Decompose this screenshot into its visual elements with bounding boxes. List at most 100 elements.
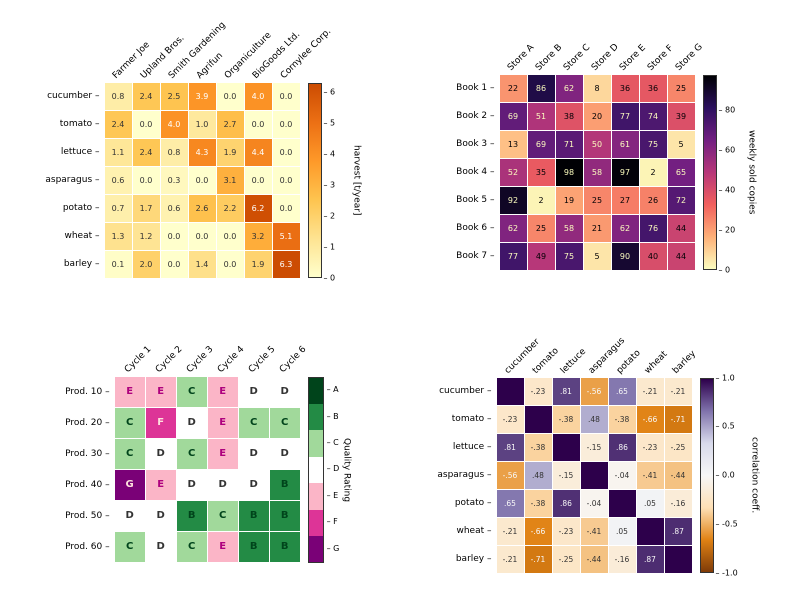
- y-axis-label: Book 1 –: [439, 75, 499, 102]
- colorbar: [700, 378, 714, 573]
- heatmap-cell: 26: [640, 187, 667, 214]
- heatmap-cell: .65: [497, 490, 524, 517]
- heatmap-cell: E: [146, 377, 176, 407]
- heatmap-cell: 0.0: [273, 83, 300, 110]
- heatmap-cell: 4.0: [161, 111, 188, 138]
- heatmap-cell: .86: [609, 434, 636, 461]
- colorbar-label: correlation coeff.: [750, 437, 760, 513]
- heatmap-cell: 0.0: [189, 167, 216, 194]
- y-axis-label: Prod. 40 –: [54, 470, 114, 500]
- heatmap-cell: 74: [640, 103, 667, 130]
- heatmap-cell: 13: [500, 131, 527, 158]
- heatmap-cell: 75: [640, 131, 667, 158]
- colorbar: [308, 83, 322, 278]
- heatmap-cell: 39: [668, 103, 695, 130]
- y-axis-label: Book 2 –: [439, 103, 499, 130]
- heatmap-cell: -.23: [497, 406, 524, 433]
- x-axis-label: Store G: [674, 42, 705, 73]
- heatmap-cell: 8: [584, 75, 611, 102]
- heatmap-cell: 0.0: [133, 111, 160, 138]
- heatmap-cell: 2.7: [217, 111, 244, 138]
- heatmap-cell: D: [239, 377, 269, 407]
- heatmap-cell: -.21: [637, 378, 664, 405]
- y-axis-label: Book 3 –: [439, 131, 499, 158]
- heatmap-cell: [553, 434, 580, 461]
- heatmap-cell: -.16: [609, 546, 636, 573]
- panel-correlation-heatmap: cucumbertomatolettuceasparaguspotatowhea…: [405, 310, 790, 590]
- heatmap-cell: 69: [528, 131, 555, 158]
- heatmap-cell: D: [270, 377, 300, 407]
- heatmap-cell: D: [115, 501, 145, 531]
- y-axis-label: barley –: [44, 251, 104, 278]
- heatmap-cell: -.71: [525, 546, 552, 573]
- heatmap-cell: B: [239, 501, 269, 531]
- heatmap-cell: 58: [556, 215, 583, 242]
- heatmap-cell: D: [208, 470, 238, 500]
- heatmap-cell: 1.4: [189, 251, 216, 278]
- y-axis-label: tomato –: [436, 406, 496, 433]
- heatmap-cell: 44: [668, 215, 695, 242]
- heatmap-cell: 0.0: [217, 83, 244, 110]
- heatmap-cell: 21: [584, 215, 611, 242]
- heatmap-cell: .81: [553, 378, 580, 405]
- y-axis-label: Prod. 30 –: [54, 439, 114, 469]
- heatmap-cell: 0.0: [273, 139, 300, 166]
- heatmap-cell: 2.4: [133, 83, 160, 110]
- heatmap-cell: .05: [609, 518, 636, 545]
- x-axis-label: Cornylee Corp.: [279, 26, 333, 80]
- heatmap-cell: 25: [584, 187, 611, 214]
- heatmap-cell: -.21: [665, 378, 692, 405]
- x-axis-label: Cycle 6: [278, 344, 309, 375]
- heatmap-cell: -.44: [581, 546, 608, 573]
- heatmap-cell: 0.0: [217, 223, 244, 250]
- heatmap-cell: 0.1: [105, 251, 132, 278]
- heatmap-cell: 0.0: [217, 251, 244, 278]
- heatmap-cell: 50: [584, 131, 611, 158]
- heatmap-cell: 1.9: [245, 251, 272, 278]
- heatmap-cell: B: [270, 470, 300, 500]
- heatmap-cell: D: [146, 532, 176, 562]
- heatmap-cell: C: [270, 408, 300, 438]
- heatmap-cell: D: [146, 501, 176, 531]
- y-axis-label: cucumber –: [44, 83, 104, 110]
- heatmap-cell: E: [146, 470, 176, 500]
- heatmap-cell: -.66: [525, 518, 552, 545]
- heatmap-cell: 75: [556, 243, 583, 270]
- heatmap-cell: -.21: [497, 518, 524, 545]
- heatmap-cell: -.41: [581, 518, 608, 545]
- heatmap-cell: 0.7: [105, 195, 132, 222]
- heatmap-cell: 38: [556, 103, 583, 130]
- heatmap-cell: 0.0: [273, 195, 300, 222]
- panel-books-heatmap: Store AStore BStore CStore DStore EStore…: [405, 10, 790, 290]
- heatmap-cell: -.38: [609, 406, 636, 433]
- heatmap-cell: [525, 406, 552, 433]
- heatmap-cell: 22: [500, 75, 527, 102]
- heatmap-cell: 1.0: [189, 111, 216, 138]
- heatmap-cell: E: [208, 377, 238, 407]
- heatmap-cell: 2.0: [133, 251, 160, 278]
- heatmap-cell: 0.0: [245, 111, 272, 138]
- heatmap-cell: -.56: [581, 378, 608, 405]
- y-axis-label: wheat –: [436, 518, 496, 545]
- heatmap-cell: G: [115, 470, 145, 500]
- heatmap-cell: D: [239, 470, 269, 500]
- heatmap-cell: 2.4: [105, 111, 132, 138]
- heatmap-cell: 62: [556, 75, 583, 102]
- heatmap-cell: C: [177, 377, 207, 407]
- heatmap-cell: D: [270, 439, 300, 469]
- heatmap-cell: 0.0: [273, 167, 300, 194]
- heatmap-cell: 62: [500, 215, 527, 242]
- y-axis-label: Prod. 60 –: [54, 532, 114, 562]
- heatmap-cell: 76: [640, 215, 667, 242]
- heatmap-cell: .48: [581, 406, 608, 433]
- heatmap-cell: C: [115, 532, 145, 562]
- heatmap-cell: 69: [500, 103, 527, 130]
- y-axis-label: tomato –: [44, 111, 104, 138]
- heatmap-cell: -.16: [665, 490, 692, 517]
- heatmap-cell: -.15: [581, 434, 608, 461]
- figure-grid: Farmer JoeUpland Bros.Smith GardeningAgr…: [10, 10, 790, 590]
- heatmap-cell: 5.1: [273, 223, 300, 250]
- y-axis-label: barley –: [436, 546, 496, 573]
- heatmap-cell: 98: [556, 159, 583, 186]
- heatmap-cell: [637, 518, 664, 545]
